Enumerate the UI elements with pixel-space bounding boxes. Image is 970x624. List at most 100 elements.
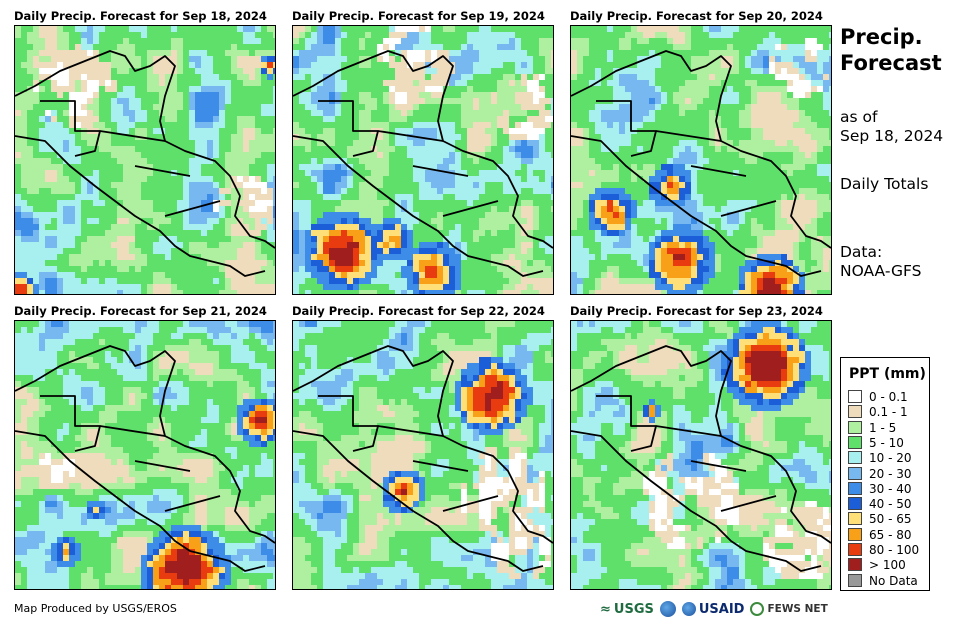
legend-swatch [848, 512, 862, 526]
fews-net-logo: FEWS NET [750, 602, 828, 616]
panel-title: Daily Precip. Forecast for Sep 18, 2024 [14, 9, 267, 23]
border-line [40, 395, 101, 452]
legend-label: 20 - 30 [869, 466, 912, 481]
legend-item: 1 - 5 [848, 420, 897, 436]
precip-map [570, 25, 832, 295]
border-line [571, 345, 831, 544]
panel-title: Daily Precip. Forecast for Sep 20, 2024 [570, 9, 823, 23]
border-line [655, 130, 777, 217]
legend-label: No Data [869, 573, 918, 588]
panel-title: Daily Precip. Forecast for Sep 19, 2024 [292, 9, 545, 23]
legend-item: 40 - 50 [848, 497, 912, 512]
as-of-label: as of [840, 108, 878, 126]
border-line [571, 50, 831, 249]
legend-item: 10 - 20 [848, 451, 912, 466]
data-source-block: Data: NOAA-GFS [840, 243, 921, 281]
border-line [99, 130, 221, 217]
legend-label: 0.1 - 1 [869, 405, 908, 420]
precip-map [292, 320, 554, 590]
as-of-date: Sep 18, 2024 [840, 127, 944, 145]
daily-totals-label: Daily Totals [840, 175, 929, 193]
legend-swatch [848, 451, 862, 465]
border-line [596, 395, 657, 452]
usaid-logo: USAID [681, 601, 745, 617]
logo-strip: ≈ USGS USAID FEWS NET [600, 598, 828, 620]
border-line [377, 130, 499, 217]
side-title-line1: Precip. [840, 25, 923, 49]
legend-title: PPT (mm) [849, 366, 926, 382]
legend-item: 65 - 80 [848, 527, 912, 543]
noaa-globe-icon [659, 601, 676, 617]
border-line [40, 100, 101, 157]
legend-item: 0.1 - 1 [848, 405, 908, 420]
usaid-logo-text: USAID [698, 601, 745, 617]
precip-map [14, 25, 276, 295]
legend-label: 10 - 20 [869, 451, 912, 466]
legend-item: No Data [848, 573, 918, 589]
border-line [655, 425, 777, 512]
usgs-logo: ≈ USGS [600, 602, 654, 617]
precip-grid [293, 321, 553, 589]
legend-swatch [848, 405, 862, 419]
border-line [15, 135, 266, 277]
panel-title: Daily Precip. Forecast for Sep 23, 2024 [570, 304, 823, 318]
legend-label: 0 - 0.1 [869, 390, 908, 404]
legend-item: 0 - 0.1 [848, 390, 908, 405]
usgs-wave-icon: ≈ [600, 601, 611, 617]
legend-item: 80 - 100 [848, 543, 919, 558]
legend-swatch [848, 527, 862, 541]
legend-label: 80 - 100 [869, 543, 920, 557]
legend-item: 30 - 40 [848, 481, 912, 497]
legend-swatch [848, 481, 862, 495]
legend-label: 5 - 10 [869, 435, 904, 450]
legend-item: 20 - 30 [848, 466, 912, 482]
precip-grid [571, 321, 831, 589]
legend-label: > 100 [869, 558, 906, 573]
precip-map [14, 320, 276, 590]
usaid-seal-icon [681, 602, 696, 616]
panel-title: Daily Precip. Forecast for Sep 21, 2024 [14, 304, 267, 318]
precip-grid [15, 321, 275, 589]
legend-swatch [848, 558, 862, 572]
legend-swatch [848, 390, 862, 403]
legend-label: 1 - 5 [869, 420, 897, 435]
legend-item: > 100 [848, 558, 906, 573]
border-line [571, 430, 822, 572]
data-source: NOAA-GFS [840, 262, 922, 280]
legend-item: 5 - 10 [848, 435, 904, 451]
border-line [293, 135, 544, 277]
legend-swatch [848, 497, 862, 511]
legend-item: 50 - 65 [848, 512, 912, 527]
border-line [293, 430, 544, 572]
border-line [377, 425, 499, 512]
legend-label: 50 - 65 [869, 512, 912, 527]
border-line [15, 50, 275, 249]
legend-label: 40 - 50 [869, 497, 912, 512]
legend-label: 65 - 80 [869, 527, 912, 542]
panel-title: Daily Precip. Forecast for Sep 22, 2024 [292, 304, 545, 318]
legend-label: 30 - 40 [869, 481, 912, 496]
map-credit: Map Produced by USGS/EROS [14, 602, 177, 615]
side-title: Precip. Forecast [840, 24, 942, 76]
usgs-logo-text: USGS [613, 601, 654, 617]
as-of-block: as of Sep 18, 2024 [840, 108, 943, 146]
border-line [99, 425, 221, 512]
legend-swatch [848, 435, 862, 449]
fews-logo-text: FEWS NET [767, 603, 828, 615]
precip-grid [571, 26, 831, 294]
border-line [596, 100, 657, 157]
border-line [318, 100, 379, 157]
precip-map [570, 320, 832, 590]
side-title-line2: Forecast [840, 51, 942, 75]
fews-leaf-icon [750, 602, 765, 616]
precip-grid [293, 26, 553, 294]
border-line [571, 135, 822, 277]
border-line [15, 430, 266, 572]
legend-swatch [848, 420, 862, 434]
border-line [318, 395, 379, 452]
precip-map [292, 25, 554, 295]
legend-swatch [848, 466, 862, 480]
precip-grid [15, 26, 275, 294]
legend-swatch [848, 573, 862, 587]
